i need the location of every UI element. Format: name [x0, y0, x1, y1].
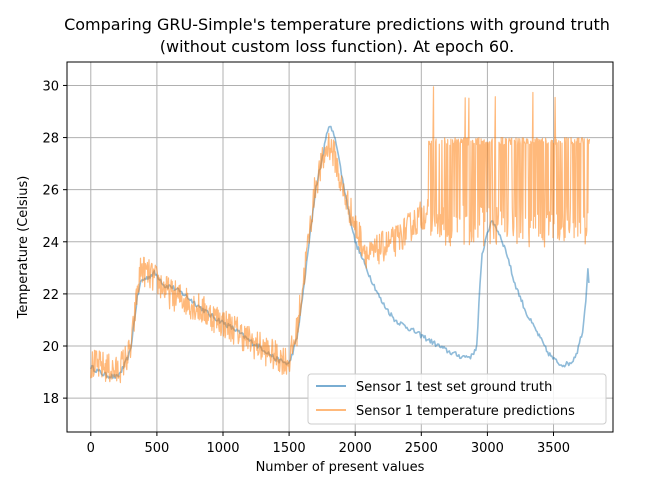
y-tick-label: 20: [42, 340, 59, 355]
series-line-predictions: [90, 86, 591, 384]
legend-label-ground-truth: Sensor 1 test set ground truth: [356, 380, 552, 395]
x-tick-label: 1000: [206, 441, 239, 456]
y-tick-label: 26: [42, 184, 59, 199]
plot-frame: [66, 61, 614, 433]
x-tick-label: 500: [144, 441, 169, 456]
chart-title: Comparing GRU-Simple's temperature predi…: [64, 15, 610, 34]
x-tick-label: 3500: [537, 441, 570, 456]
x-tick-label: 1500: [273, 441, 306, 456]
x-tick-label: 3000: [471, 441, 504, 456]
x-axis-label: Number of present values: [256, 460, 425, 475]
x-tick-label: 2500: [405, 441, 438, 456]
chart-subtitle: (without custom loss function). At epoch…: [160, 37, 515, 56]
x-tick-label: 2000: [339, 441, 372, 456]
y-tick-label: 30: [42, 79, 59, 94]
y-tick-label: 24: [42, 236, 59, 251]
series-layer: [90, 86, 591, 384]
ticks: 0 500 1000 1500 2000 2500 3000 3500 18 20 22 24 26 28…: [42, 79, 570, 456]
legend-box: [307, 373, 607, 425]
legend: Sensor 1 test set ground truth Sensor 1 …: [307, 373, 607, 425]
series-line-ground-truth: [90, 125, 590, 379]
y-tick-label: 18: [42, 392, 59, 407]
y-axis-label: Temperature (Celsius): [16, 176, 31, 320]
y-tick-label: 22: [42, 288, 59, 303]
x-tick-label: 0: [87, 441, 95, 456]
y-tick-label: 28: [42, 132, 59, 147]
legend-label-predictions: Sensor 1 temperature predictions: [356, 404, 575, 419]
